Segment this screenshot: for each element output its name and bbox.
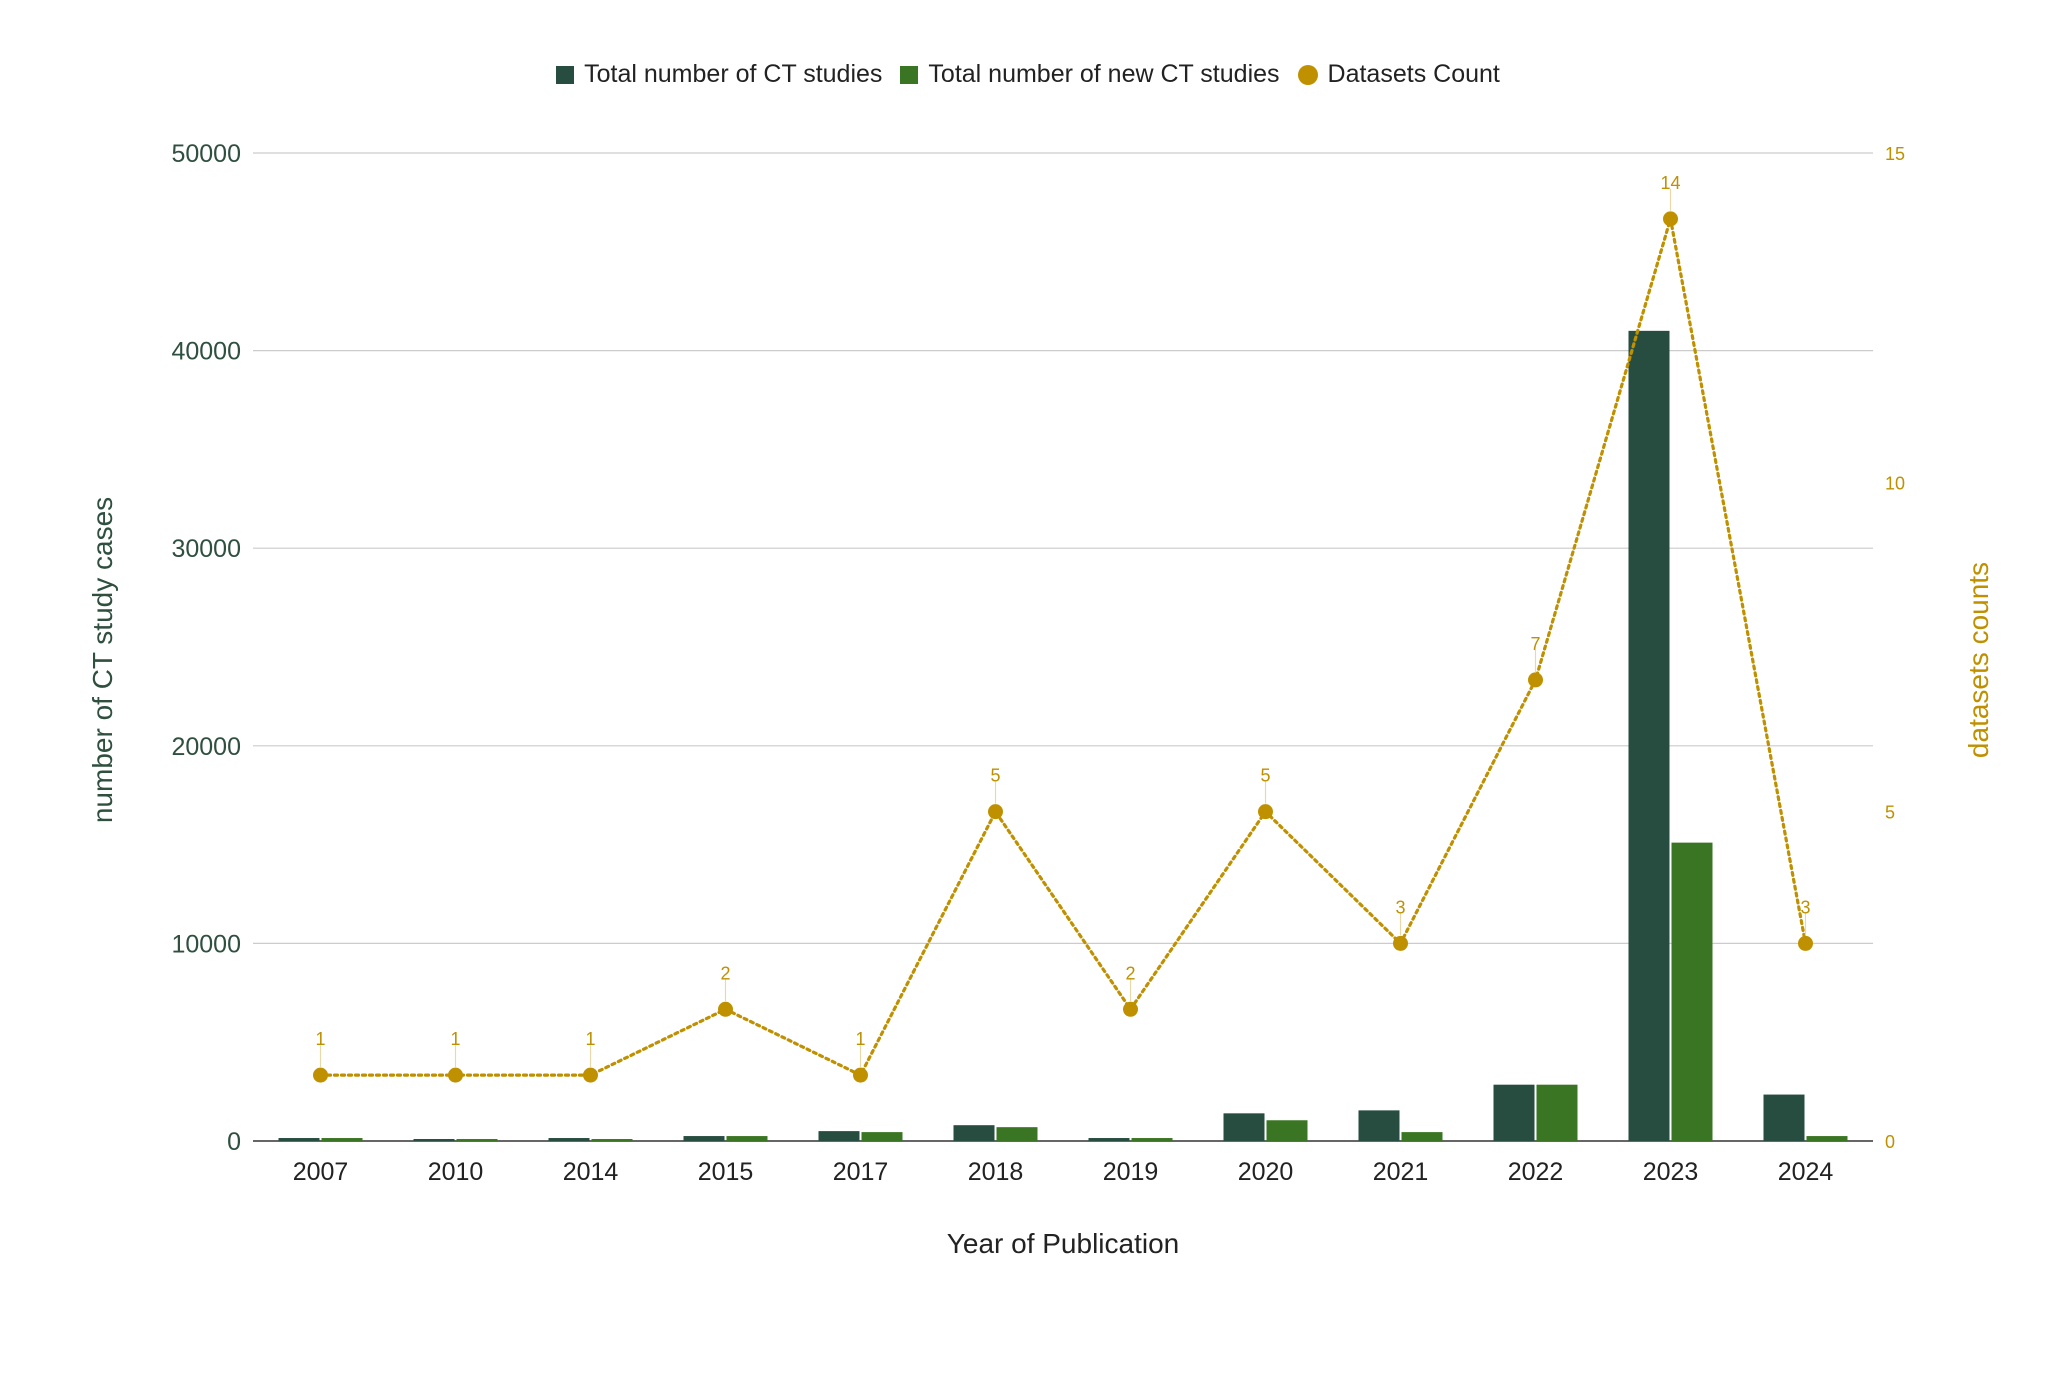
bar-new-2022 (1536, 1084, 1578, 1141)
x-tick-label: 2018 (968, 1158, 1024, 1186)
legend-item-total[interactable]: Total number of CT studies (556, 60, 882, 89)
datasets-point-2023 (1663, 211, 1678, 227)
bar-new-2017 (861, 1132, 903, 1141)
datasets-point-2024 (1798, 935, 1813, 951)
bar-new-2021 (1401, 1132, 1443, 1141)
bar-new-2019 (1131, 1138, 1173, 1141)
legend-swatch-total (556, 65, 575, 84)
bar-new-2007 (321, 1138, 363, 1141)
legend-label-new: Total number of new CT studies (928, 60, 1280, 88)
x-tick-label: 2023 (1643, 1158, 1699, 1186)
y-tick-label: 20000 (171, 733, 241, 761)
x-tick-label: 2007 (293, 1158, 349, 1186)
legend-label-total: Total number of CT studies (584, 60, 883, 88)
y2-tick-label: 15 (1885, 144, 1905, 164)
y2-axis-title: datasets counts (1963, 562, 1994, 758)
legend-swatch-datasets (1297, 64, 1318, 85)
bar-total-2015 (683, 1136, 725, 1141)
y-tick-label: 0 (227, 1128, 241, 1156)
data-label: 1 (450, 1029, 460, 1049)
bar-new-2014 (591, 1139, 633, 1141)
y2-tick-label: 5 (1885, 803, 1895, 823)
x-tick-label: 2021 (1373, 1158, 1429, 1186)
datasets-point-2020 (1258, 804, 1273, 820)
x-tick-label: 2019 (1103, 1158, 1159, 1186)
bar-new-2015 (726, 1136, 768, 1141)
bar-total-2017 (818, 1131, 860, 1141)
datasets-point-2017 (853, 1067, 868, 1083)
data-label: 5 (1260, 766, 1270, 786)
bar-total-2007 (278, 1138, 320, 1141)
data-label: 1 (585, 1029, 595, 1049)
x-tick-label: 2022 (1508, 1158, 1564, 1186)
bar-total-2020 (1223, 1113, 1265, 1141)
datasets-point-2010 (448, 1067, 463, 1083)
x-tick-label: 2020 (1238, 1158, 1294, 1186)
data-label: 7 (1530, 634, 1540, 654)
data-label: 3 (1395, 897, 1405, 917)
data-label: 5 (990, 766, 1000, 786)
datasets-point-2014 (583, 1067, 598, 1083)
legend-item-new[interactable]: Total number of new CT studies (900, 60, 1280, 89)
data-label: 2 (720, 963, 730, 983)
bar-new-2020 (1266, 1120, 1308, 1141)
data-label: 14 (1660, 173, 1680, 193)
bar-total-2024 (1763, 1094, 1805, 1141)
legend-label-datasets: Datasets Count (1327, 60, 1500, 88)
datasets-point-2021 (1393, 935, 1408, 951)
datasets-point-2018 (988, 804, 1003, 820)
x-tick-label: 2014 (563, 1158, 619, 1186)
bar-total-2018 (953, 1125, 995, 1141)
datasets-point-2015 (718, 1001, 733, 1017)
data-label: 2 (1125, 963, 1135, 983)
x-tick-label: 2010 (428, 1158, 484, 1186)
grid-layer (253, 152, 1873, 1142)
y-tick-label: 10000 (171, 930, 241, 958)
line-layer (313, 188, 1813, 1083)
legend-item-datasets[interactable]: Datasets Count (1297, 60, 1500, 89)
y2-tick-label: 0 (1885, 1132, 1895, 1152)
y-tick-label: 50000 (171, 140, 241, 168)
x-tick-label: 2015 (698, 1158, 754, 1186)
data-label: 3 (1800, 897, 1810, 917)
legend-swatch-new (900, 65, 919, 84)
datasets-point-2019 (1123, 1001, 1138, 1017)
legend: Total number of CT studies Total number … (0, 60, 2056, 89)
x-tick-label: 2017 (833, 1158, 889, 1186)
datasets-point-2022 (1528, 672, 1543, 688)
bar-total-2014 (548, 1138, 590, 1141)
data-label: 1 (855, 1029, 865, 1049)
data-label: 1 (315, 1029, 325, 1049)
bar-total-2022 (1493, 1084, 1535, 1141)
bar-new-2018 (996, 1127, 1038, 1141)
x-tick-label: 2024 (1778, 1158, 1834, 1186)
y-tick-label: 40000 (171, 338, 241, 366)
bar-total-2010 (413, 1139, 455, 1141)
bar-layer (278, 330, 1848, 1142)
y-tick-label: 30000 (171, 535, 241, 563)
y-axis-title: number of CT study cases (87, 497, 118, 823)
datasets-line (318, 218, 1808, 1078)
bar-new-2010 (456, 1139, 498, 1141)
bar-total-2019 (1088, 1138, 1130, 1141)
datasets-point-2007 (313, 1067, 328, 1083)
bar-total-2023 (1628, 330, 1670, 1142)
bar-total-2021 (1358, 1110, 1400, 1141)
x-axis-title: Year of Publication (947, 1228, 1179, 1259)
bar-new-2023 (1671, 842, 1713, 1141)
y2-tick-label: 10 (1885, 473, 1905, 493)
bar-new-2024 (1806, 1136, 1848, 1141)
